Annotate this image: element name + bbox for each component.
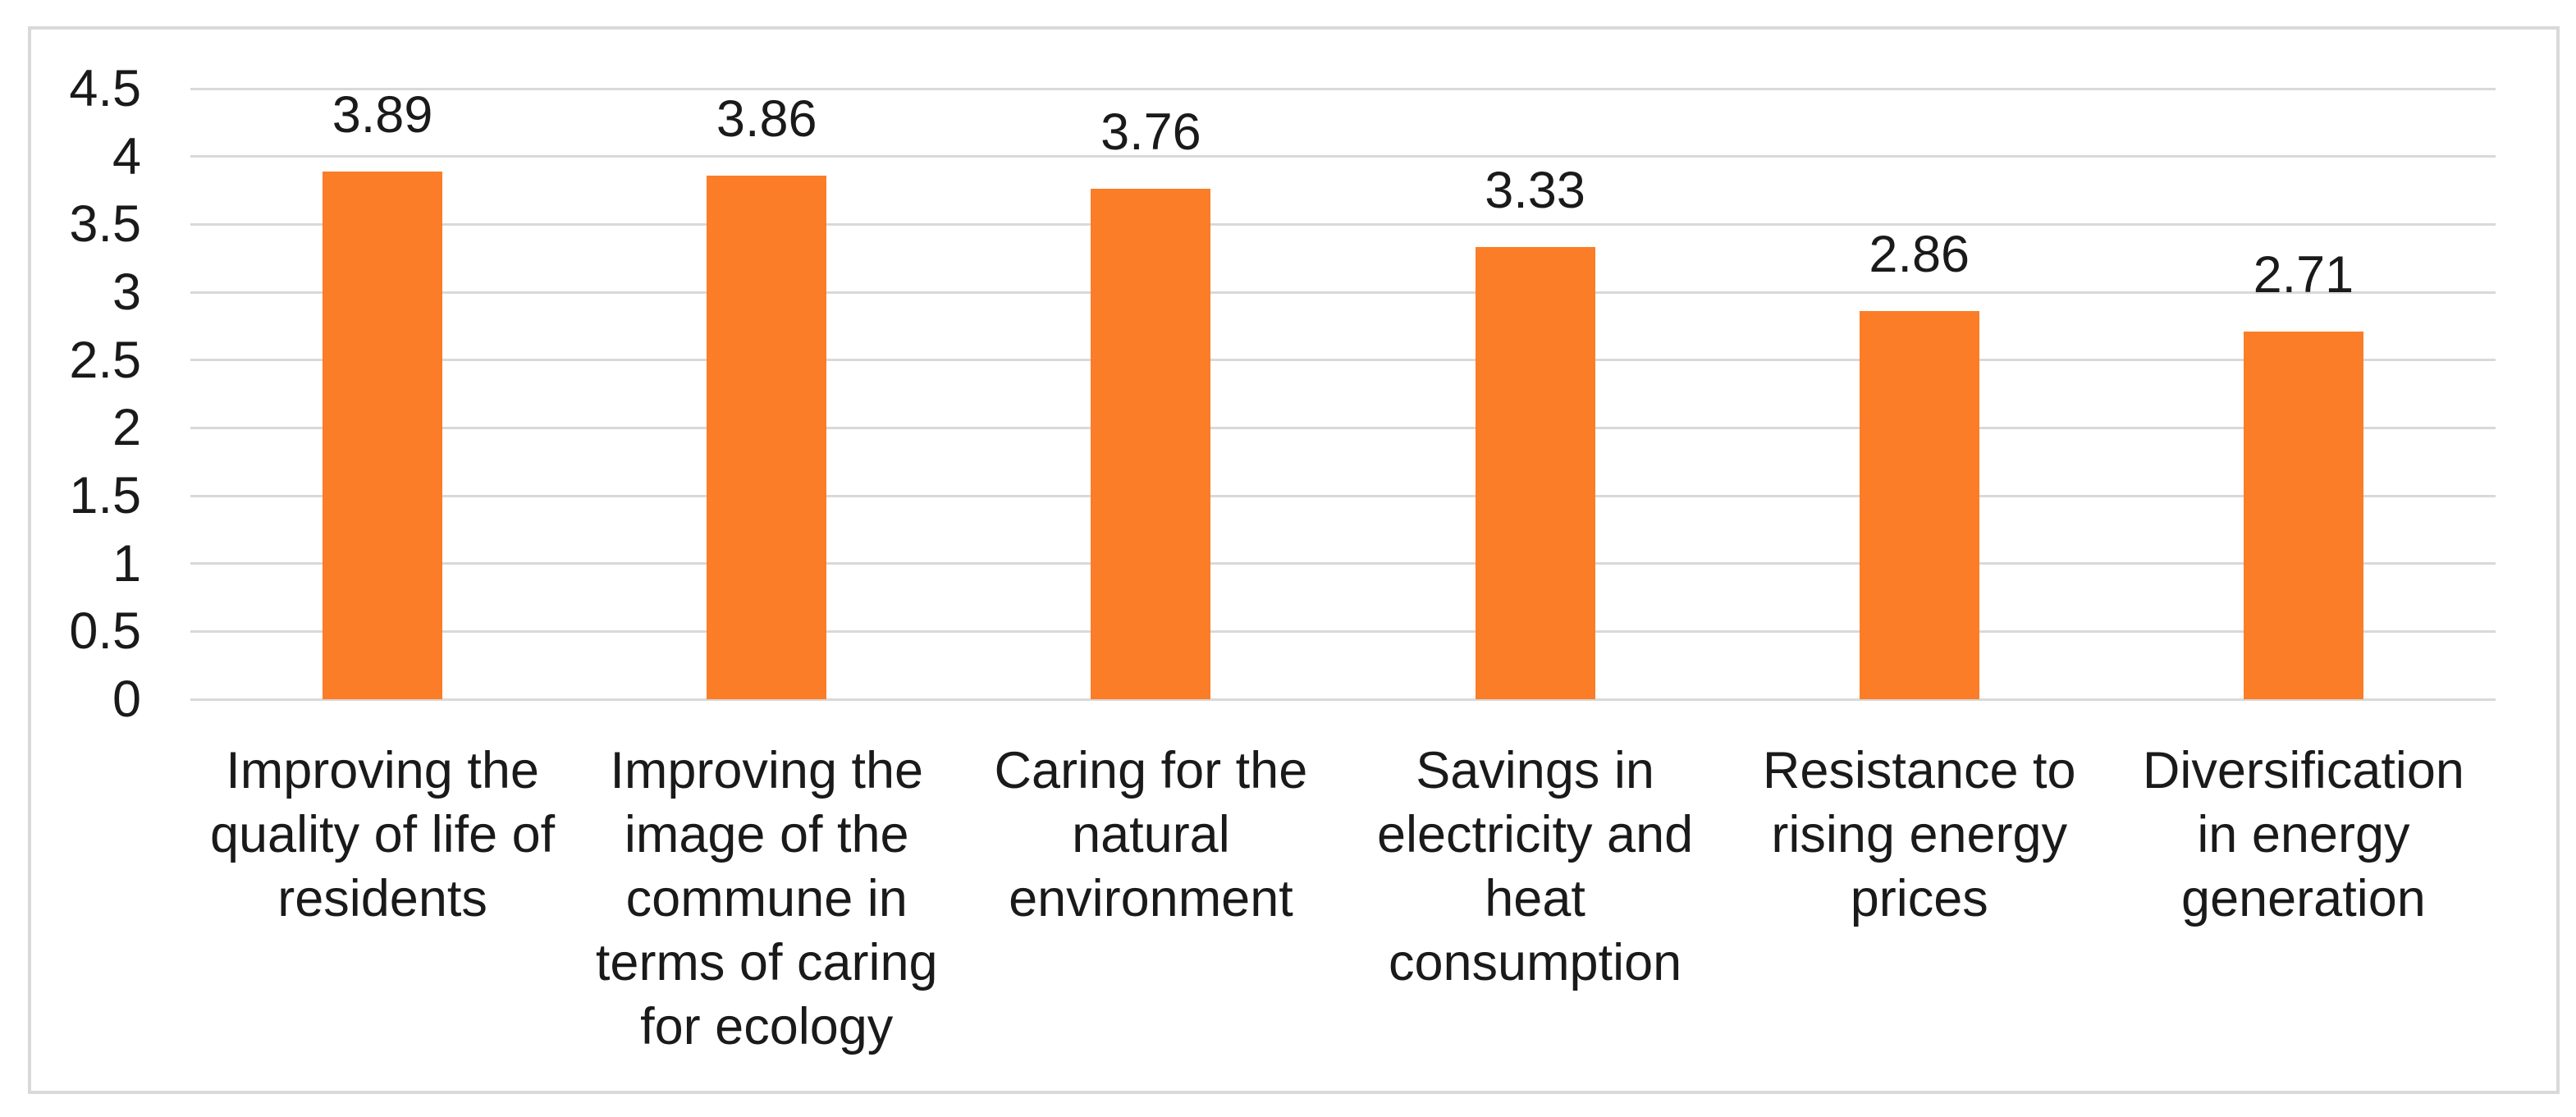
y-tick-label: 2.5 (69, 331, 141, 389)
bar (1091, 189, 1211, 699)
category-label: Savings in electricity and heat consumpt… (1343, 739, 1727, 995)
bar-value-label: 2.71 (2253, 245, 2354, 304)
category-label-text: Resistance to rising energy prices (1762, 742, 2076, 927)
gridline (190, 291, 2496, 294)
y-tick-label: 4.5 (69, 60, 141, 117)
bar (1475, 247, 1595, 699)
category-label-text: Diversification in energy generation (2142, 742, 2464, 927)
bar (323, 171, 443, 699)
category-label: Improving the quality of life of residen… (190, 739, 574, 931)
plot-area: 3.89 3.86 3.76 3.33 2.86 2.71 (190, 86, 2496, 701)
y-tick-label: 3 (112, 263, 141, 321)
category-label-text: Improving the quality of life of residen… (209, 742, 556, 927)
y-tick-label: 0.5 (69, 602, 141, 661)
category-label: Resistance to rising energy prices (1727, 739, 2112, 931)
bar (1859, 311, 1979, 699)
category-label: Improving the image of the commune in te… (574, 739, 959, 1059)
gridline (190, 222, 2496, 226)
bar-value-label: 2.86 (1869, 226, 1970, 284)
gridline (190, 494, 2496, 497)
chart-frame-border (28, 26, 2560, 1094)
category-label: Caring for the natural environment (959, 739, 1343, 931)
gridline (190, 698, 2496, 701)
bar-value-label: 3.33 (1485, 162, 1585, 220)
category-label-text: Caring for the natural environment (994, 742, 1308, 927)
y-tick-label: 4 (112, 127, 141, 185)
category-label: Diversification in energy generation (2112, 739, 2496, 931)
y-tick-label: 1 (112, 534, 141, 593)
y-tick-label: 3.5 (69, 195, 141, 254)
x-axis-category-labels: Improving the quality of life of residen… (190, 739, 2496, 1094)
category-label-text: Improving the image of the commune in te… (595, 742, 938, 1055)
category-label-text: Savings in electricity and heat consumpt… (1376, 742, 1694, 991)
gridline (190, 359, 2496, 362)
gridline (190, 87, 2496, 90)
y-tick-label: 2 (112, 399, 141, 457)
gridline (190, 426, 2496, 429)
bar-value-label: 3.89 (332, 85, 433, 144)
gridline (190, 155, 2496, 158)
gridline (190, 629, 2496, 633)
bar-value-label: 3.86 (716, 89, 817, 148)
bar-value-label: 3.76 (1100, 103, 1201, 162)
bar (2243, 331, 2363, 699)
y-tick-label: 0 (112, 671, 141, 728)
gridline (190, 562, 2496, 565)
y-tick-label: 1.5 (69, 467, 141, 524)
bar (707, 175, 827, 699)
